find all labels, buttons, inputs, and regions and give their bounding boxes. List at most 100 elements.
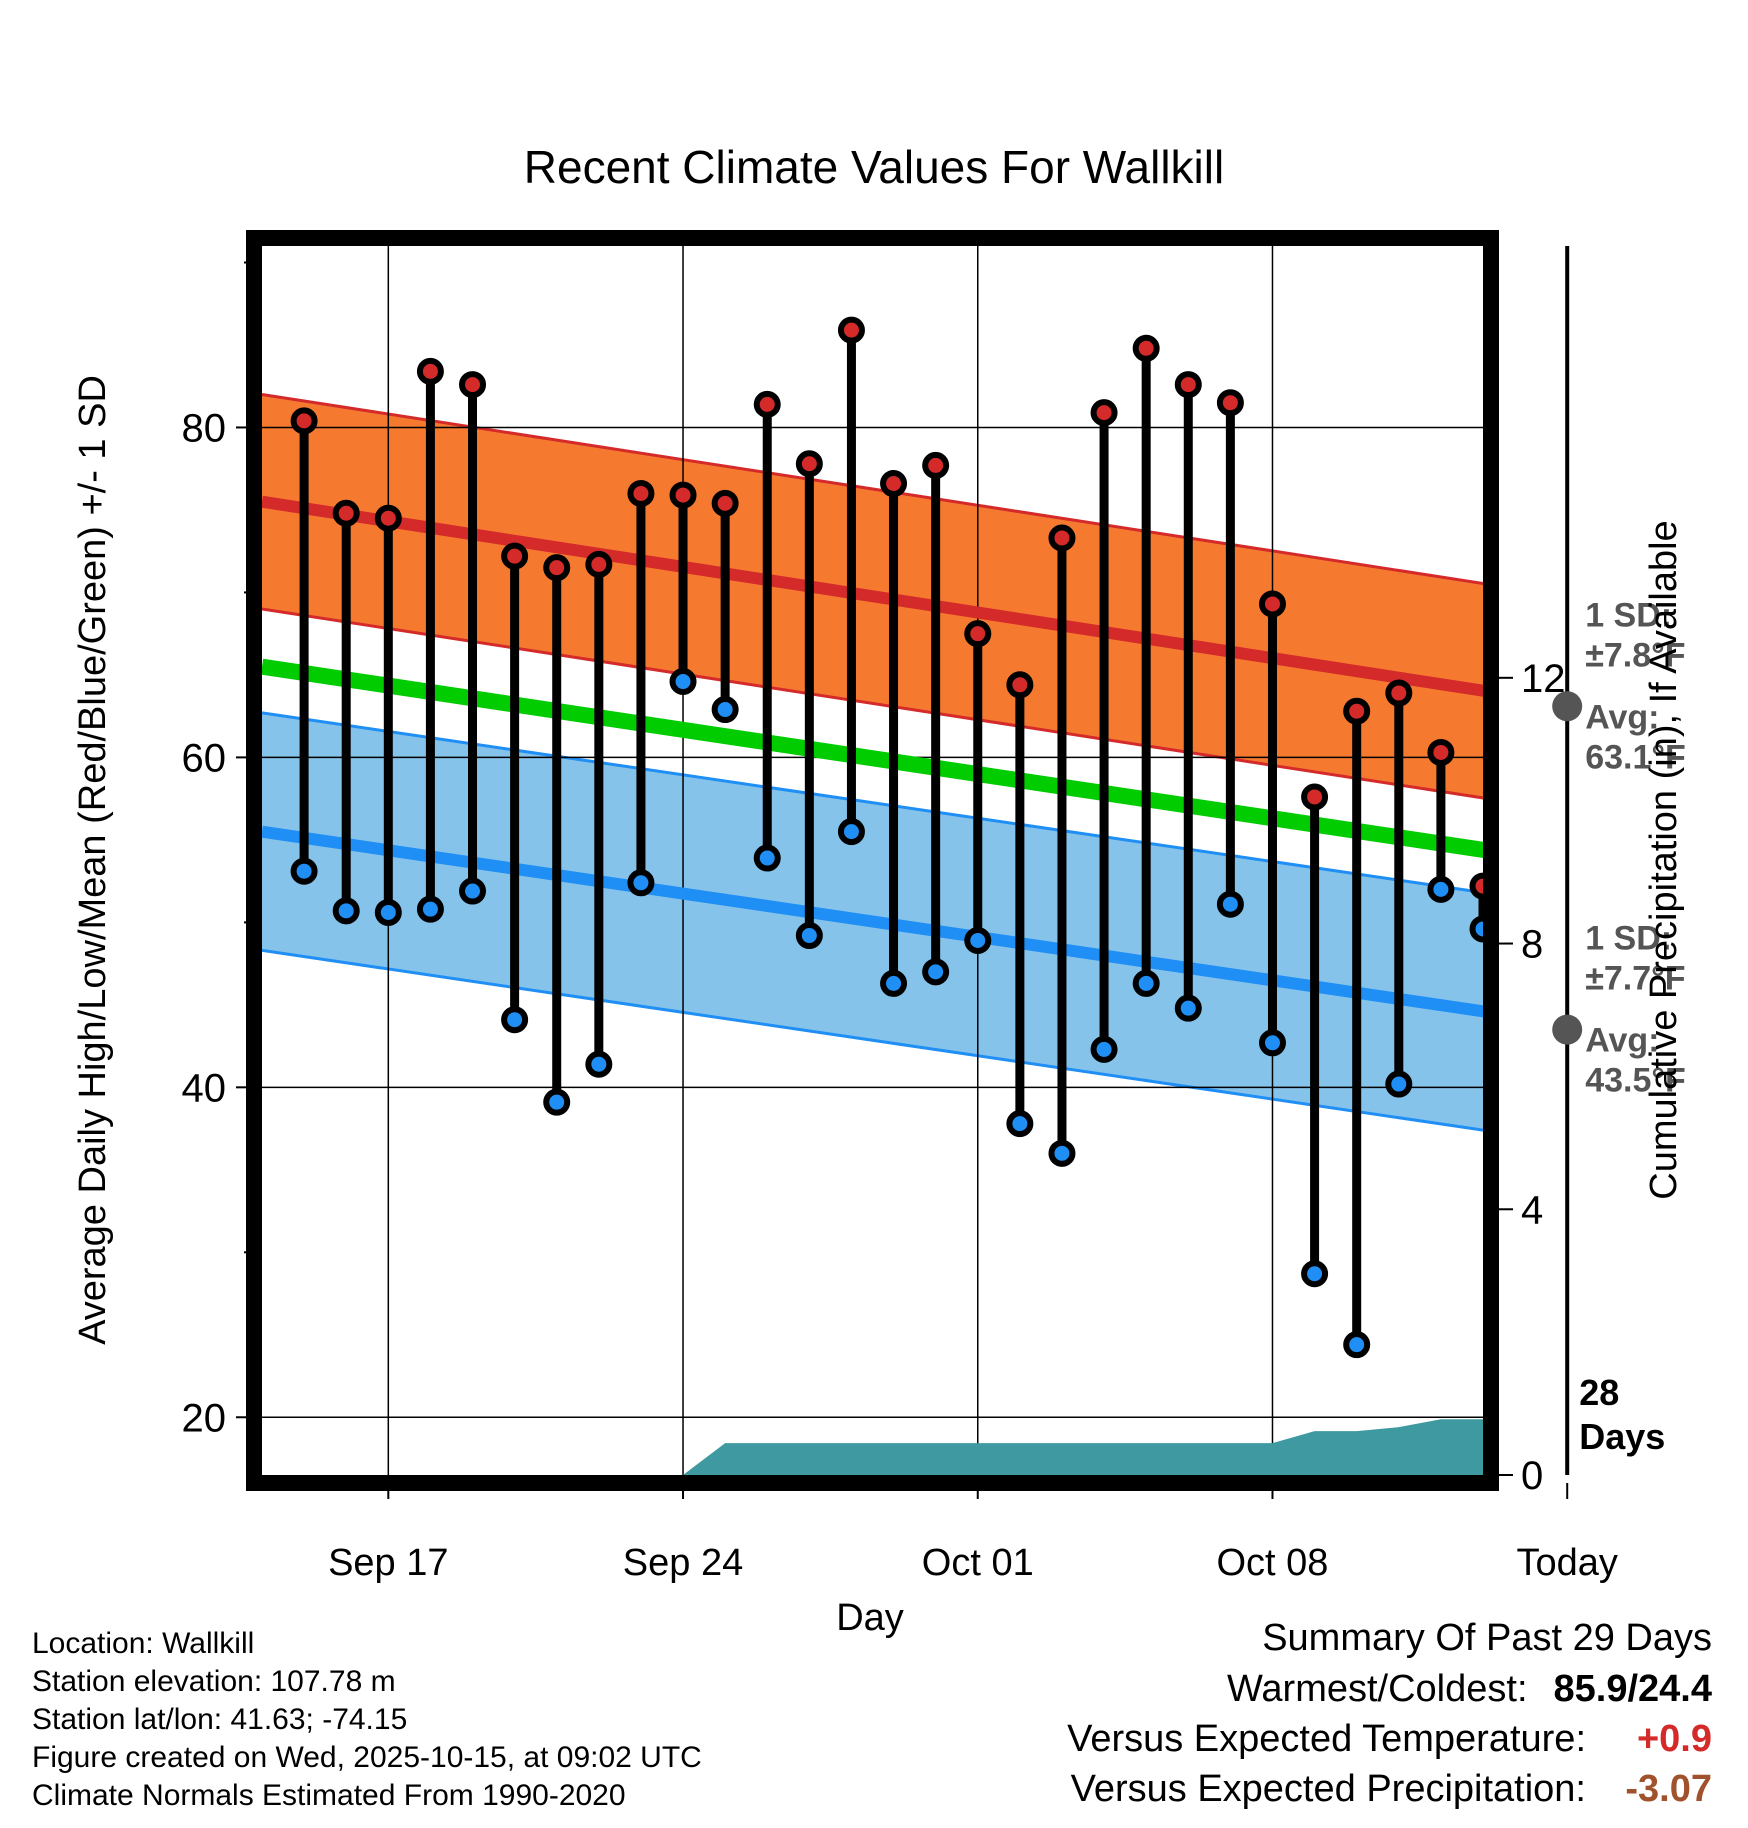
today-marker: 28 Days xyxy=(1565,246,1665,1475)
low-lower-sd-line xyxy=(262,948,1483,1132)
low-point xyxy=(459,877,487,905)
daily-stems xyxy=(299,330,1488,1345)
chart-title: Recent Climate Values For Wallkill xyxy=(523,141,1225,193)
summary-warmest-row: Warmest/Coldest: 85.9/24.4 xyxy=(1227,1668,1712,1711)
low-upper-sd-line xyxy=(262,711,1483,895)
precip-area xyxy=(683,1419,1483,1475)
summary-heading: Summary Of Past 29 Days xyxy=(1262,1617,1712,1659)
high-point xyxy=(1258,590,1286,618)
low-point xyxy=(711,696,739,724)
low-annotation-text: ±7.7°F xyxy=(1585,960,1685,998)
y-axis-label: Average Daily High/Low/Mean (Red/Blue/Gr… xyxy=(72,375,114,1345)
high-annotation-text: Avg: xyxy=(1585,698,1659,736)
low-point xyxy=(374,898,402,926)
location-text: Location: Wallkill xyxy=(32,1627,255,1660)
temp-delta-value: +0.9 xyxy=(1636,1718,1712,1760)
low-point xyxy=(627,869,655,897)
high-avg-dot xyxy=(1552,691,1583,722)
low-point xyxy=(1301,1260,1329,1288)
high-point xyxy=(1216,389,1244,417)
high-point xyxy=(290,407,318,435)
high-point xyxy=(585,550,613,578)
high-point xyxy=(669,481,697,509)
low-point xyxy=(1006,1110,1034,1138)
low-annotation-text: Avg: xyxy=(1585,1022,1659,1060)
low-point xyxy=(1090,1035,1118,1063)
high-point xyxy=(1301,783,1329,811)
x-tick-label: Oct 08 xyxy=(1217,1542,1329,1584)
high-point xyxy=(416,357,444,385)
elevation-text: Station elevation: 107.78 m xyxy=(32,1665,396,1698)
low-point xyxy=(837,818,865,846)
low-point xyxy=(753,844,781,872)
y2-tick-label: 4 xyxy=(1521,1188,1543,1232)
y-tick-label: 80 xyxy=(182,406,227,450)
created-text: Figure created on Wed, 2025-10-15, at 09… xyxy=(32,1741,702,1774)
latlon-text: Station lat/lon: 41.63; -74.15 xyxy=(32,1703,408,1736)
plot-frame xyxy=(246,230,1499,1491)
axes: 20 40 60 80 0 4 8 12 Sep 17 Sep 24 Oct 01 Oct 08 Tod… xyxy=(182,261,1618,1584)
low-point xyxy=(1216,890,1244,918)
x-tick-label: Today xyxy=(1517,1542,1618,1584)
x-tick-label: Oct 01 xyxy=(922,1542,1034,1584)
high-point xyxy=(795,450,823,478)
x-tick-label: Sep 24 xyxy=(623,1542,743,1584)
low-point xyxy=(922,958,950,986)
high-point xyxy=(922,451,950,479)
x-tick-label: Sep 17 xyxy=(328,1542,448,1584)
mean-normal-line xyxy=(262,658,1483,858)
low-annotation-text: 43.5°F xyxy=(1585,1062,1686,1100)
warmest-label: Warmest/Coldest: xyxy=(1226,1668,1528,1710)
high-point xyxy=(753,390,781,418)
summary-precip-row: Versus Expected Precipitation: -3.07 xyxy=(1071,1768,1712,1811)
low-point xyxy=(964,927,992,955)
low-point xyxy=(669,668,697,696)
low-point xyxy=(1343,1331,1371,1359)
high-point xyxy=(1132,334,1160,362)
y2-tick-label: 12 xyxy=(1521,657,1566,701)
high-point xyxy=(374,504,402,532)
y-tick-label: 20 xyxy=(182,1396,227,1440)
high-point xyxy=(964,620,992,648)
low-point xyxy=(1385,1070,1413,1098)
y-tick-label: 60 xyxy=(182,736,227,780)
high-point xyxy=(459,371,487,399)
precip-delta-value: -3.07 xyxy=(1625,1768,1712,1810)
y2-axis-label: Cumulative Precipitation (in), If Availa… xyxy=(1643,520,1685,1199)
high-point xyxy=(711,489,739,517)
normals-text: Climate Normals Estimated From 1990-2020 xyxy=(32,1779,626,1812)
high-point xyxy=(332,499,360,527)
high-point xyxy=(1048,524,1076,552)
elapsed-days-label: 28 Days xyxy=(1579,1372,1665,1457)
precipitation-area xyxy=(683,1419,1483,1475)
normal-lines xyxy=(262,495,1483,1018)
low-point xyxy=(416,895,444,923)
high-annotation-text: 63.1°F xyxy=(1585,738,1686,776)
high-normal-line xyxy=(262,495,1483,697)
station-info: Location: Wallkill Station elevation: 10… xyxy=(32,1625,702,1815)
low-normal-line xyxy=(262,825,1483,1018)
y2-tick-label: 8 xyxy=(1521,923,1543,967)
high-point xyxy=(1427,738,1455,766)
high-point xyxy=(1006,671,1034,699)
precip-label: Versus Expected Precipitation: xyxy=(1070,1768,1586,1810)
low-point xyxy=(1427,875,1455,903)
y2-tick-label: 0 xyxy=(1521,1454,1543,1498)
low-point xyxy=(795,922,823,950)
low-point xyxy=(1174,994,1202,1022)
high-point xyxy=(543,554,571,582)
high-point xyxy=(1343,697,1371,725)
high-point xyxy=(880,470,908,498)
y-tick-label: 40 xyxy=(182,1066,227,1110)
high-point xyxy=(501,542,529,570)
elapsed-days-line: 28 xyxy=(1579,1372,1619,1413)
low-point xyxy=(585,1050,613,1078)
x-axis-label: Day xyxy=(836,1597,904,1639)
low-avg-dot xyxy=(1552,1014,1583,1045)
high-point xyxy=(627,479,655,507)
summary-temp-row: Versus Expected Temperature: +0.9 xyxy=(1067,1718,1712,1761)
low-point xyxy=(501,1006,529,1034)
normal-bands xyxy=(262,392,1483,1132)
